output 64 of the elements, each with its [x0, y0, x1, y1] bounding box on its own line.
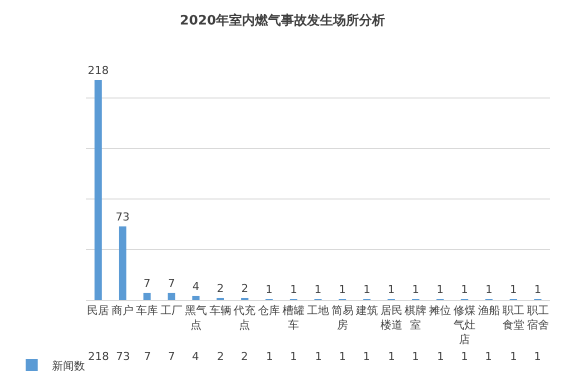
data-label: 2 — [241, 350, 248, 363]
text: 1 — [485, 282, 492, 296]
legend-label: 新闻数 — [52, 359, 85, 372]
x-tick-label: 车库 — [136, 304, 158, 318]
data-label: 4 — [192, 350, 199, 363]
data-label: 1 — [412, 350, 419, 363]
x-tick-label: 简易房 — [331, 304, 354, 332]
x-tick-label: 职工食堂 — [502, 304, 524, 332]
x-tick-label: 渔船 — [478, 304, 500, 318]
x-tick-label: 仓库 — [258, 304, 280, 318]
text: 7 — [144, 276, 151, 290]
x-tick-label: 居民楼道 — [380, 304, 402, 332]
data-label: 1 — [339, 350, 346, 363]
data-label: 1 — [510, 350, 517, 363]
text: 1 — [412, 282, 420, 296]
text: 7 — [168, 276, 175, 290]
bar — [192, 296, 200, 300]
x-tick-label: 工地 — [307, 304, 329, 318]
text: 1 — [266, 282, 273, 296]
x-tick-label: 商户 — [112, 304, 134, 318]
x-tick-label: 黑气点 — [184, 304, 207, 332]
text: 1 — [510, 282, 517, 296]
data-label: 1 — [363, 350, 370, 363]
x-tick-label: 职工宿舍 — [526, 304, 549, 332]
text: 1 — [338, 282, 346, 296]
data-label: 1 — [290, 350, 297, 363]
x-tick-label: 槽罐车 — [282, 304, 305, 332]
text: 73 — [116, 210, 130, 224]
bar — [143, 292, 151, 300]
text: 2 — [216, 282, 224, 295]
data-label: 7 — [144, 350, 151, 363]
data-label: 1 — [266, 350, 273, 363]
text: 1 — [363, 282, 370, 296]
chart-title: 2020年室内燃气事故发生场所分析 — [180, 12, 386, 29]
x-tick-label: 民居 — [87, 304, 110, 318]
data-label: 1 — [437, 350, 444, 363]
text: 1 — [290, 282, 298, 296]
text: 1 — [461, 282, 468, 296]
text: 2 — [241, 282, 248, 295]
text: 4 — [192, 280, 200, 293]
data-label: 1 — [485, 350, 492, 363]
bar — [118, 226, 126, 300]
x-tick-label: 车辆 — [209, 304, 232, 318]
data-label: 7 — [168, 350, 175, 363]
x-tick-label: 工厂 — [160, 304, 182, 318]
text: 1 — [436, 282, 444, 296]
text: 218 — [88, 64, 109, 77]
text: 1 — [388, 282, 395, 296]
bar — [168, 292, 176, 300]
x-tick-label: 修煤气灶店 — [454, 304, 476, 346]
bar — [94, 80, 102, 300]
x-tick-label: 代充点 — [232, 304, 256, 332]
data-label: 1 — [315, 350, 322, 363]
data-label: 1 — [388, 350, 395, 363]
x-tick-label: 摊位 — [429, 304, 452, 318]
data-label: 1 — [461, 350, 468, 363]
text: 1 — [314, 282, 322, 296]
x-tick-label: 棋牌室 — [404, 304, 427, 332]
data-label: 1 — [534, 350, 541, 363]
data-label: 73 — [116, 350, 130, 363]
data-label: 218 — [88, 350, 109, 363]
data-label: 2 — [217, 350, 224, 363]
text: 1 — [534, 282, 542, 296]
x-tick-label: 建筑 — [354, 304, 378, 318]
